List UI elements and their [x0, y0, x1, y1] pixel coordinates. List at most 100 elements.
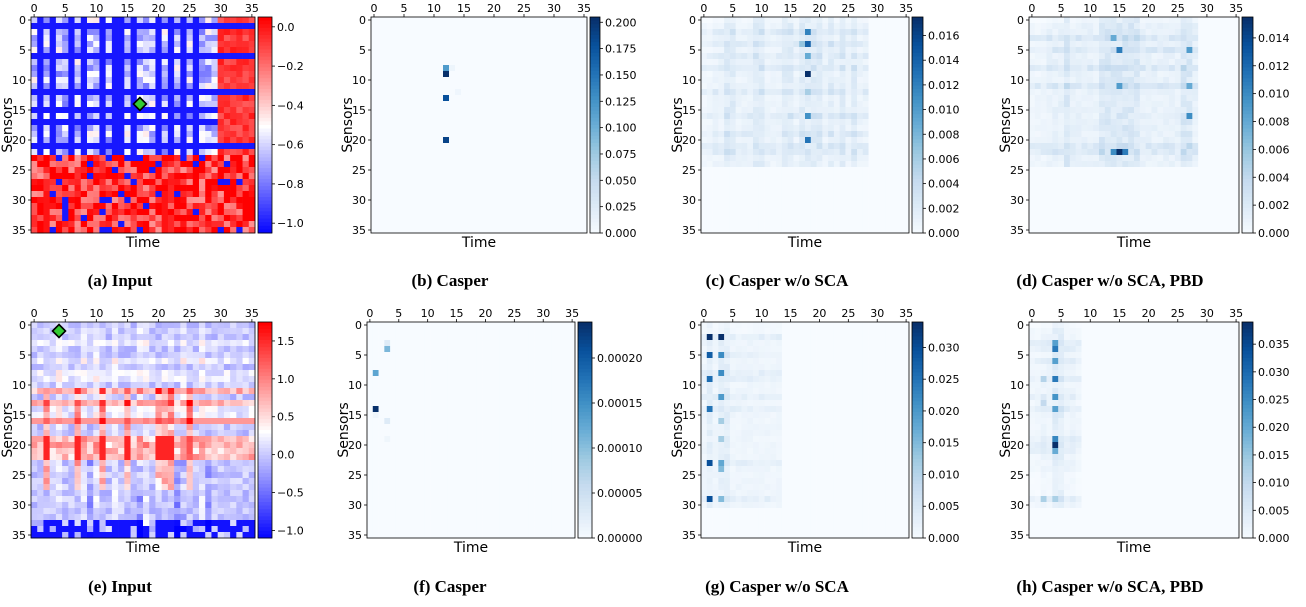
heatmap-cell	[205, 113, 212, 120]
heatmap-cell	[217, 203, 225, 210]
heatmap-cell	[485, 143, 492, 150]
heatmap-cell	[62, 173, 69, 180]
heatmap-cell	[735, 155, 742, 162]
heatmap-cell	[497, 179, 504, 186]
heatmap-cell	[62, 203, 69, 210]
heatmap-cell	[753, 167, 760, 174]
heatmap-cell	[49, 71, 57, 78]
heatmap-cell	[230, 149, 237, 156]
heatmap-cell	[1075, 71, 1082, 78]
heatmap-cell	[839, 167, 846, 174]
heatmap-cell	[1215, 101, 1222, 108]
heatmap-cell	[805, 83, 812, 90]
heatmap-cell	[1139, 95, 1147, 102]
heatmap-cell	[1221, 53, 1228, 60]
heatmap-cell	[80, 227, 88, 234]
heatmap-cell	[425, 155, 432, 162]
heatmap-cell	[74, 161, 82, 168]
heatmap-cell	[1122, 35, 1129, 42]
heatmap-cell	[1116, 41, 1123, 48]
colorbar-segment	[258, 78, 272, 83]
heatmap-cell	[770, 53, 777, 60]
heatmap-cell	[1145, 119, 1152, 126]
x-tick-label: 5	[62, 2, 69, 15]
heatmap-cell	[822, 137, 829, 144]
heatmap-cell	[747, 29, 754, 36]
heatmap-cell	[563, 23, 570, 30]
heatmap-cell	[758, 41, 765, 48]
heatmap-cell	[1204, 47, 1211, 54]
heatmap-cell	[897, 197, 904, 204]
heatmap-cell	[161, 101, 169, 108]
heatmap-cell	[74, 131, 82, 138]
heatmap-cell	[497, 125, 504, 132]
heatmap-cell	[1145, 59, 1152, 66]
heatmap-cell	[497, 29, 504, 36]
heatmap-cell	[192, 173, 200, 180]
heatmap-cell	[1104, 17, 1112, 24]
heatmap-cell	[62, 149, 69, 156]
heatmap-cell	[851, 209, 858, 216]
heatmap-cell	[787, 215, 794, 222]
heatmap-cell	[1075, 59, 1082, 66]
heatmap-cell	[1093, 113, 1100, 120]
heatmap-cell	[473, 107, 480, 114]
heatmap-cell	[230, 59, 237, 66]
heatmap-cell	[776, 191, 783, 198]
heatmap-cell	[242, 203, 250, 210]
heatmap-cell	[793, 161, 800, 168]
heatmap-cell	[880, 59, 887, 66]
heatmap-cell	[805, 89, 812, 96]
heatmap-cell	[1174, 119, 1182, 126]
heatmap-cell	[43, 53, 51, 60]
heatmap-cell	[533, 155, 540, 162]
heatmap-cell	[467, 17, 474, 24]
heatmap-cell	[1215, 83, 1222, 90]
heatmap-cell	[124, 185, 131, 192]
heatmap-cell	[891, 203, 898, 210]
heatmap-cell	[515, 131, 522, 138]
heatmap-cell	[186, 161, 194, 168]
heatmap-cell	[781, 221, 789, 228]
heatmap-cell	[377, 101, 384, 108]
heatmap-cell	[828, 95, 835, 102]
heatmap-cell	[891, 167, 898, 174]
heatmap-cell	[1139, 77, 1147, 84]
heatmap-cell	[551, 125, 558, 132]
heatmap-cell	[174, 131, 181, 138]
heatmap-cell	[205, 143, 212, 150]
heatmap-cell	[747, 197, 754, 204]
heatmap-cell	[515, 143, 522, 150]
heatmap-cell	[1110, 65, 1117, 72]
heatmap-cell	[793, 35, 800, 42]
heatmap-cell	[461, 17, 468, 24]
heatmap-cell	[891, 185, 898, 192]
heatmap-cell	[485, 59, 492, 66]
heatmap-cell	[735, 65, 742, 72]
heatmap-cell	[1081, 47, 1088, 54]
heatmap-cell	[68, 197, 75, 204]
heatmap-cell	[724, 203, 731, 210]
heatmap-cell	[533, 71, 540, 78]
heatmap-cell	[729, 161, 737, 168]
heatmap-cell	[1052, 65, 1059, 72]
heatmap-cell	[62, 179, 69, 186]
heatmap-cell	[575, 191, 582, 198]
heatmap-cell	[143, 17, 150, 24]
heatmap-cell	[497, 35, 504, 42]
heatmap-cell	[891, 41, 898, 48]
heatmap-cell	[242, 23, 250, 30]
heatmap-cell	[770, 173, 777, 180]
heatmap-cell	[527, 71, 534, 78]
colorbar-segment	[258, 179, 272, 183]
heatmap-cell	[1215, 53, 1222, 60]
heatmap-cell	[805, 77, 812, 84]
heatmap-cell	[437, 107, 444, 114]
heatmap-cell	[1046, 53, 1053, 60]
heatmap-cell	[799, 161, 806, 168]
heatmap-cell	[377, 77, 384, 84]
heatmap-cell	[217, 113, 225, 120]
heatmap-cell	[897, 131, 904, 138]
colorbar-segment	[258, 85, 272, 90]
heatmap-cell	[174, 101, 181, 108]
